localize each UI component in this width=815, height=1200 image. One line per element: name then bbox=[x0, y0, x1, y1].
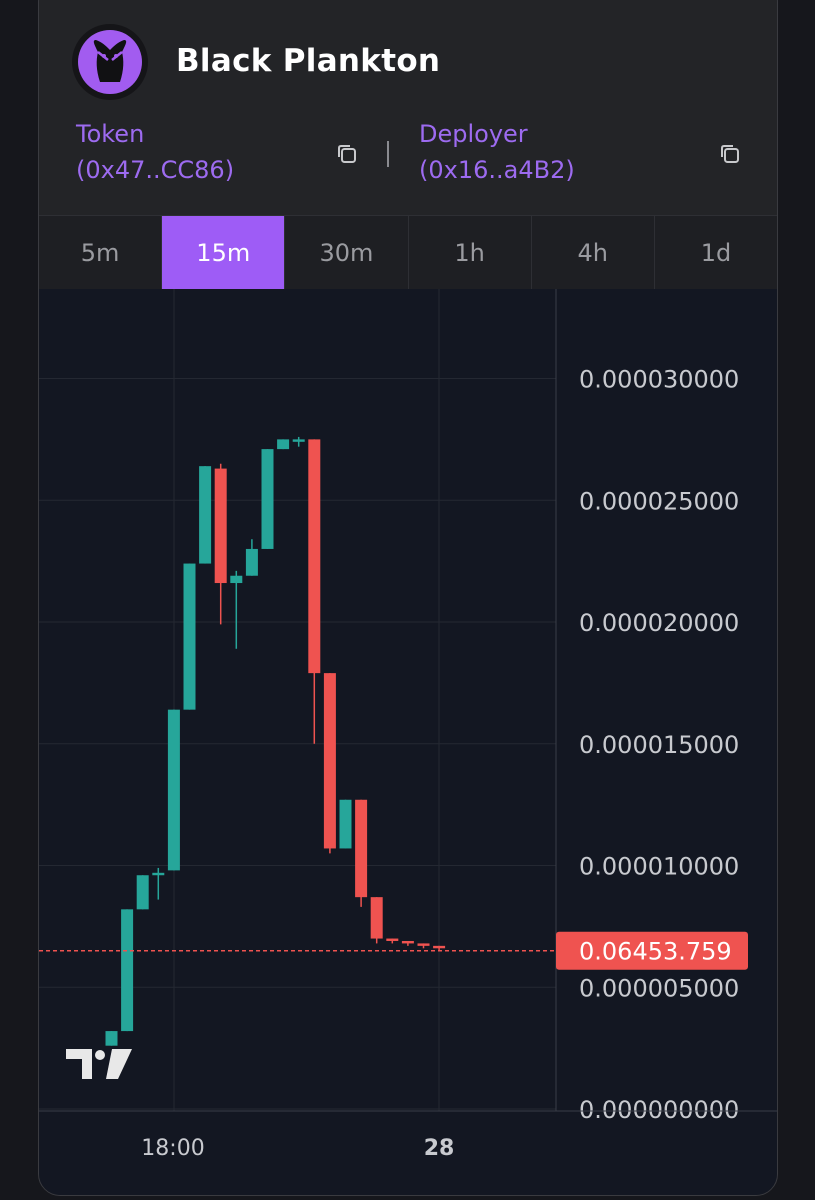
candle bbox=[121, 909, 134, 1032]
candle-body bbox=[214, 468, 227, 584]
candles bbox=[105, 436, 446, 1046]
candle-body bbox=[308, 439, 321, 674]
candle bbox=[167, 709, 180, 871]
candle-body bbox=[230, 575, 243, 584]
candle bbox=[355, 799, 368, 907]
candle-body bbox=[261, 449, 274, 549]
candle bbox=[277, 439, 290, 450]
tab-15m[interactable]: 15m bbox=[162, 216, 286, 289]
y-tick-label: 0.000030000 bbox=[579, 366, 739, 394]
tab-30m[interactable]: 30m bbox=[285, 216, 409, 289]
candle bbox=[136, 875, 149, 910]
y-tick-label: 0.000015000 bbox=[579, 731, 739, 759]
candle bbox=[245, 539, 258, 576]
page-title: Black Plankton bbox=[176, 43, 441, 79]
candle bbox=[183, 563, 196, 710]
candle bbox=[261, 449, 274, 549]
timeframe-tabs: 5m 15m 30m 1h 4h 1d bbox=[39, 215, 777, 290]
deployer-address[interactable]: (0x16..a4B2) bbox=[419, 156, 575, 184]
token-chart-card: Black Plankton Token (0x47..CC86) Deploy… bbox=[38, 0, 778, 1196]
token-address[interactable]: (0x47..CC86) bbox=[76, 156, 235, 184]
candle-body bbox=[292, 439, 305, 442]
tab-4h[interactable]: 4h bbox=[532, 216, 655, 289]
tradingview-logo-icon bbox=[66, 1049, 132, 1079]
candle bbox=[386, 938, 399, 944]
candle-body bbox=[339, 799, 352, 849]
y-tick-label: 0.000010000 bbox=[579, 853, 739, 881]
token-header: Black Plankton Token (0x47..CC86) Deploy… bbox=[39, 0, 777, 215]
candlestick-chart[interactable]: 0.000030000 0.000025000 0.000020000 0.00001… bbox=[39, 289, 777, 1195]
plankton-logo-icon bbox=[78, 30, 142, 94]
y-tick-label: 0.000020000 bbox=[579, 609, 739, 637]
x-tick-label: 28 bbox=[424, 1136, 455, 1161]
deployer-info: Deployer (0x16..a4B2) bbox=[419, 116, 575, 188]
candle bbox=[105, 1031, 118, 1046]
candle-body bbox=[199, 466, 212, 564]
candle-body bbox=[121, 909, 134, 1032]
copy-token-icon[interactable] bbox=[336, 143, 358, 165]
candle-body bbox=[167, 709, 180, 871]
token-info: Token (0x47..CC86) bbox=[76, 116, 234, 188]
candle bbox=[308, 439, 321, 744]
candle-body bbox=[152, 872, 165, 876]
candle bbox=[339, 799, 352, 849]
tab-5m[interactable]: 5m bbox=[39, 216, 163, 289]
candle-body bbox=[386, 938, 399, 941]
candle bbox=[417, 943, 430, 949]
candle-body bbox=[277, 439, 290, 450]
y-tick-label: 0.000000000 bbox=[579, 1096, 739, 1124]
tab-1d[interactable]: 1d bbox=[700, 238, 732, 267]
grid bbox=[39, 289, 556, 1111]
current-price-label: 0.06453.759 bbox=[579, 938, 732, 966]
candle-body bbox=[417, 943, 430, 946]
deployer-label: Deployer bbox=[419, 120, 528, 148]
y-tick-label: 0.000025000 bbox=[579, 487, 739, 515]
y-tick-label: 0.000005000 bbox=[579, 974, 739, 1002]
candle bbox=[199, 466, 212, 564]
candle-body bbox=[433, 945, 446, 949]
token-label: Token bbox=[76, 120, 145, 148]
candle-body bbox=[245, 548, 258, 576]
candle bbox=[370, 897, 383, 944]
candle bbox=[214, 463, 227, 625]
candle-body bbox=[105, 1031, 118, 1046]
candle bbox=[292, 436, 305, 447]
candle bbox=[401, 940, 414, 946]
copy-deployer-icon[interactable] bbox=[719, 143, 741, 165]
candle-body bbox=[323, 673, 336, 849]
x-tick-label: 18:00 bbox=[141, 1136, 204, 1161]
avatar bbox=[72, 24, 148, 100]
candle bbox=[433, 945, 446, 951]
candle bbox=[230, 570, 243, 649]
current-price-tag bbox=[556, 931, 748, 970]
candle-body bbox=[401, 940, 414, 944]
candle-body bbox=[136, 875, 149, 910]
separator bbox=[387, 141, 389, 167]
tab-1h[interactable]: 1h bbox=[409, 216, 532, 289]
candle bbox=[152, 867, 165, 900]
price-chart[interactable]: 0.000030000 0.000025000 0.000020000 0.00001… bbox=[39, 289, 777, 1195]
candle-body bbox=[370, 897, 383, 939]
candle-body bbox=[183, 563, 196, 710]
candle-body bbox=[355, 799, 368, 898]
axes: 0.000030000 0.000025000 0.000020000 0.00001… bbox=[39, 289, 777, 1161]
candle bbox=[323, 673, 336, 854]
